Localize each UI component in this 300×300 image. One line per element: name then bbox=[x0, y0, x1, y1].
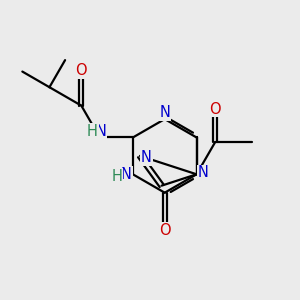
Text: O: O bbox=[76, 63, 87, 78]
Text: O: O bbox=[159, 223, 170, 238]
Text: N: N bbox=[96, 124, 106, 139]
Text: H: H bbox=[111, 169, 122, 184]
Text: O: O bbox=[209, 102, 221, 117]
Text: H: H bbox=[87, 124, 98, 139]
Text: N: N bbox=[159, 105, 170, 120]
Text: N: N bbox=[121, 167, 132, 182]
Text: N: N bbox=[198, 165, 208, 180]
Text: N: N bbox=[141, 150, 152, 165]
